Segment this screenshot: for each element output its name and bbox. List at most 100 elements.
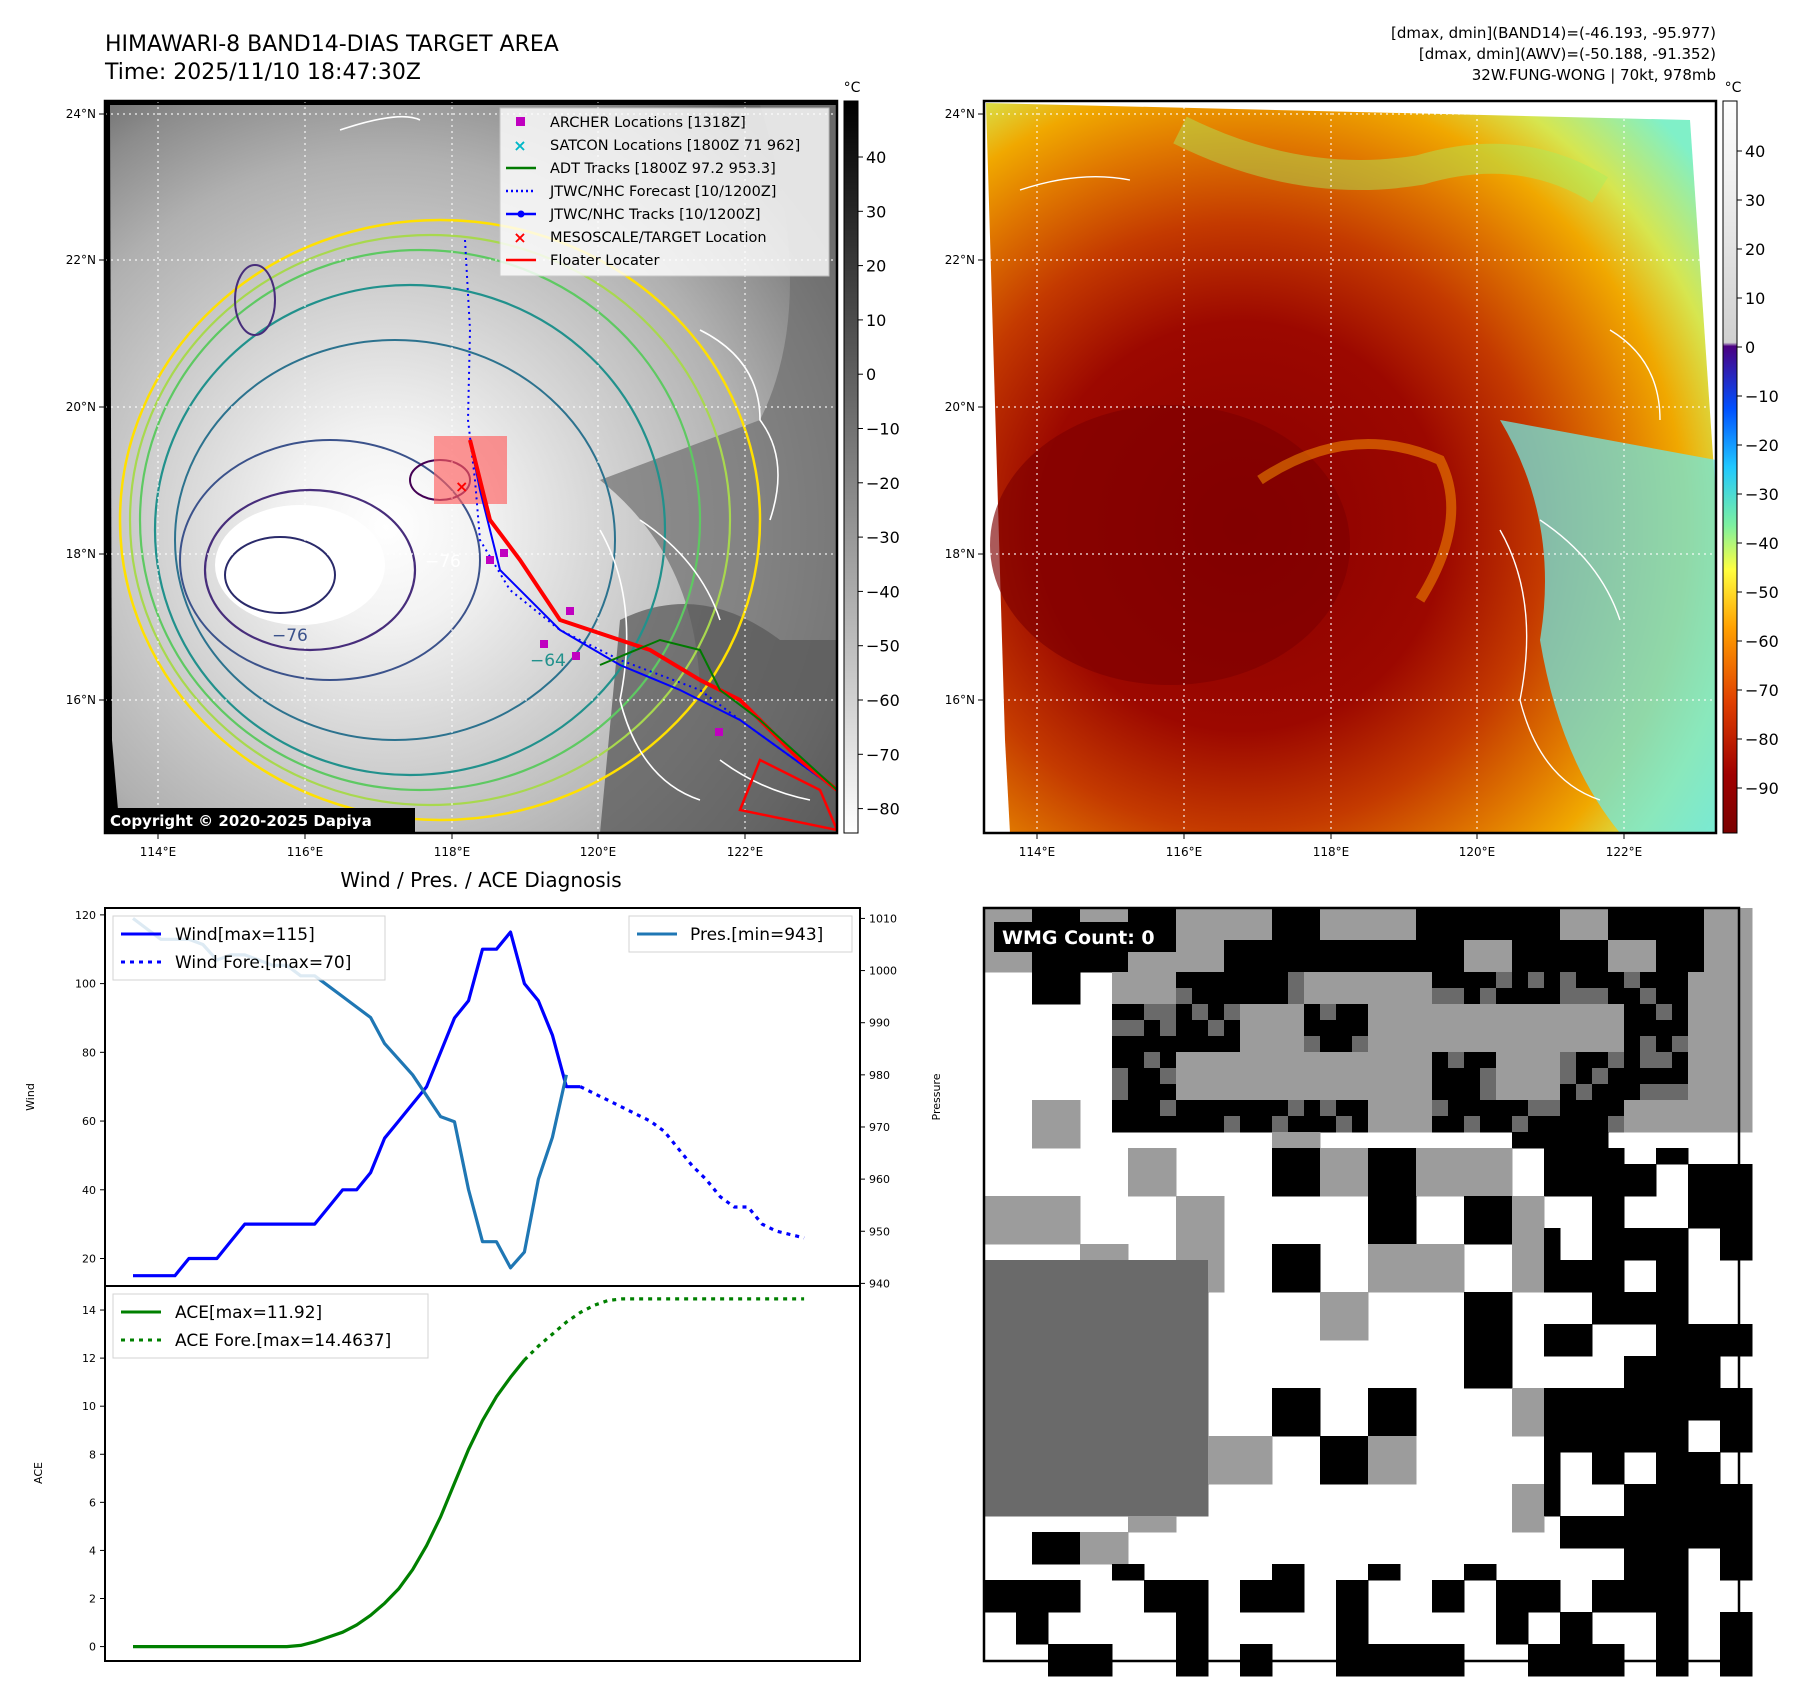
wmg-cell [1304, 1180, 1321, 1197]
wmg-cell [1128, 1260, 1145, 1277]
wmg-cell [1576, 1276, 1593, 1293]
wmg-cell [1464, 1084, 1481, 1101]
wmg-cell [1256, 924, 1273, 941]
wmg-cell [1400, 1020, 1417, 1037]
wmg-cell [1560, 1516, 1577, 1533]
wmg-cell [1512, 1116, 1529, 1133]
wmg-cell [1720, 1244, 1737, 1261]
wmg-cell [1624, 1436, 1641, 1453]
wmg-cell [1160, 1372, 1177, 1389]
wmg-cell [1192, 1004, 1209, 1021]
wmg-cell [1576, 1148, 1593, 1165]
wmg-cell [1496, 1228, 1513, 1245]
wmg-cell [1112, 1452, 1129, 1469]
wmg-cell [1448, 908, 1465, 925]
wmg-cell [1144, 956, 1161, 973]
wmg-cell [1576, 1132, 1593, 1149]
legend-item-label: JTWC/NHC Forecast [10/1200Z] [549, 184, 776, 200]
wmg-cell [1560, 1276, 1577, 1293]
wmg-cell [1240, 940, 1257, 957]
wmg-cell [1096, 1660, 1113, 1677]
wmg-cell [1576, 1628, 1593, 1645]
wmg-cell [1176, 1260, 1193, 1277]
wmg-cell [1192, 1308, 1209, 1325]
wmg-cell [1064, 1132, 1081, 1149]
wmg-cell [1016, 1420, 1033, 1437]
wmg-cell [1224, 1452, 1241, 1469]
wmg-cell [1576, 1004, 1593, 1021]
legend-symbol [516, 117, 525, 126]
series-line [133, 1358, 526, 1649]
wmg-cell [1064, 1260, 1081, 1277]
wmg-cell [1688, 1164, 1705, 1181]
wmg-cell [1512, 956, 1529, 973]
wmg-cell [1320, 1020, 1337, 1037]
wmg-cell [1336, 1660, 1353, 1677]
wmg-cell [1672, 1148, 1689, 1165]
wmg-cell [1480, 1116, 1497, 1133]
wmg-cell [1288, 1420, 1305, 1437]
wmg-cell [1528, 1020, 1545, 1037]
wmg-cell [1704, 1404, 1721, 1421]
wmg-cell [1496, 1292, 1513, 1309]
wmg-cell [984, 1500, 1001, 1517]
wmg-cell [1656, 1228, 1673, 1245]
info-line3: 32W.FUNG-WONG | 70kt, 978mb [1472, 66, 1716, 84]
wmg-cell [1576, 1052, 1593, 1069]
wmg-cell [1176, 1036, 1193, 1053]
wmg-cell [1656, 1436, 1673, 1453]
wmg-cell [984, 1484, 1001, 1501]
wmg-cell [1448, 1660, 1465, 1677]
series-line [133, 930, 581, 1278]
wmg-cell [1304, 1052, 1321, 1069]
wmg-cell [1176, 1052, 1193, 1069]
wmg-cell [1384, 1180, 1401, 1197]
wmg-cell [1480, 1164, 1497, 1181]
wmg-cell [1032, 1484, 1049, 1501]
wmg-cell [1064, 1596, 1081, 1613]
wmg-cell [1544, 1244, 1561, 1261]
wmg-cell [1672, 956, 1689, 973]
wmg-cell [1448, 972, 1465, 989]
wmg-cell [1576, 924, 1593, 941]
wmg-cell [1048, 1404, 1065, 1421]
wmg-cell [1384, 1404, 1401, 1421]
wmg-cell [1080, 1276, 1097, 1293]
y-tick-label: 20 [82, 1253, 96, 1266]
wmg-cell [1128, 1468, 1145, 1485]
wmg-cell [1000, 1372, 1017, 1389]
wmg-cell [1064, 1420, 1081, 1437]
wmg-cell [1544, 1340, 1561, 1357]
wmg-cell [1160, 1388, 1177, 1405]
wmg-cell [1624, 1164, 1641, 1181]
wmg-cell [1048, 1660, 1065, 1677]
wmg-cell [1672, 1356, 1689, 1373]
wmg-cell [1480, 1100, 1497, 1117]
wmg-cell [1352, 1052, 1369, 1069]
colorbar-tick-label: −80 [1745, 730, 1779, 749]
wmg-cell [1128, 1020, 1145, 1037]
wmg-cell [1032, 1436, 1049, 1453]
ir-colorbar-unit: °C [844, 80, 861, 96]
wmg-cell [1496, 1308, 1513, 1325]
wmg-cell [1496, 1100, 1513, 1117]
wmg-cell [1480, 1308, 1497, 1325]
lon-tick-label: 118°E [434, 845, 471, 859]
wmg-cell [1000, 1196, 1017, 1213]
wmg-cell [1288, 1564, 1305, 1581]
wmg-cell [1240, 1580, 1257, 1597]
wmg-cell [1704, 1484, 1721, 1501]
wmg-cell [1656, 1612, 1673, 1629]
wmg-cell [1688, 908, 1705, 925]
wmg-cell [1720, 1116, 1737, 1133]
wmg-cell [1048, 1580, 1065, 1597]
awv-colorbar-unit: °C [1725, 80, 1742, 96]
wmg-cell [1624, 1116, 1641, 1133]
wmg-cell [1080, 1324, 1097, 1341]
wmg-cell [1208, 1036, 1225, 1053]
wmg-cell [1176, 1500, 1193, 1517]
wmg-cell [1080, 1340, 1097, 1357]
wmg-cell [1544, 1084, 1561, 1101]
wmg-cell [1592, 940, 1609, 957]
wmg-cell [1560, 1532, 1577, 1549]
